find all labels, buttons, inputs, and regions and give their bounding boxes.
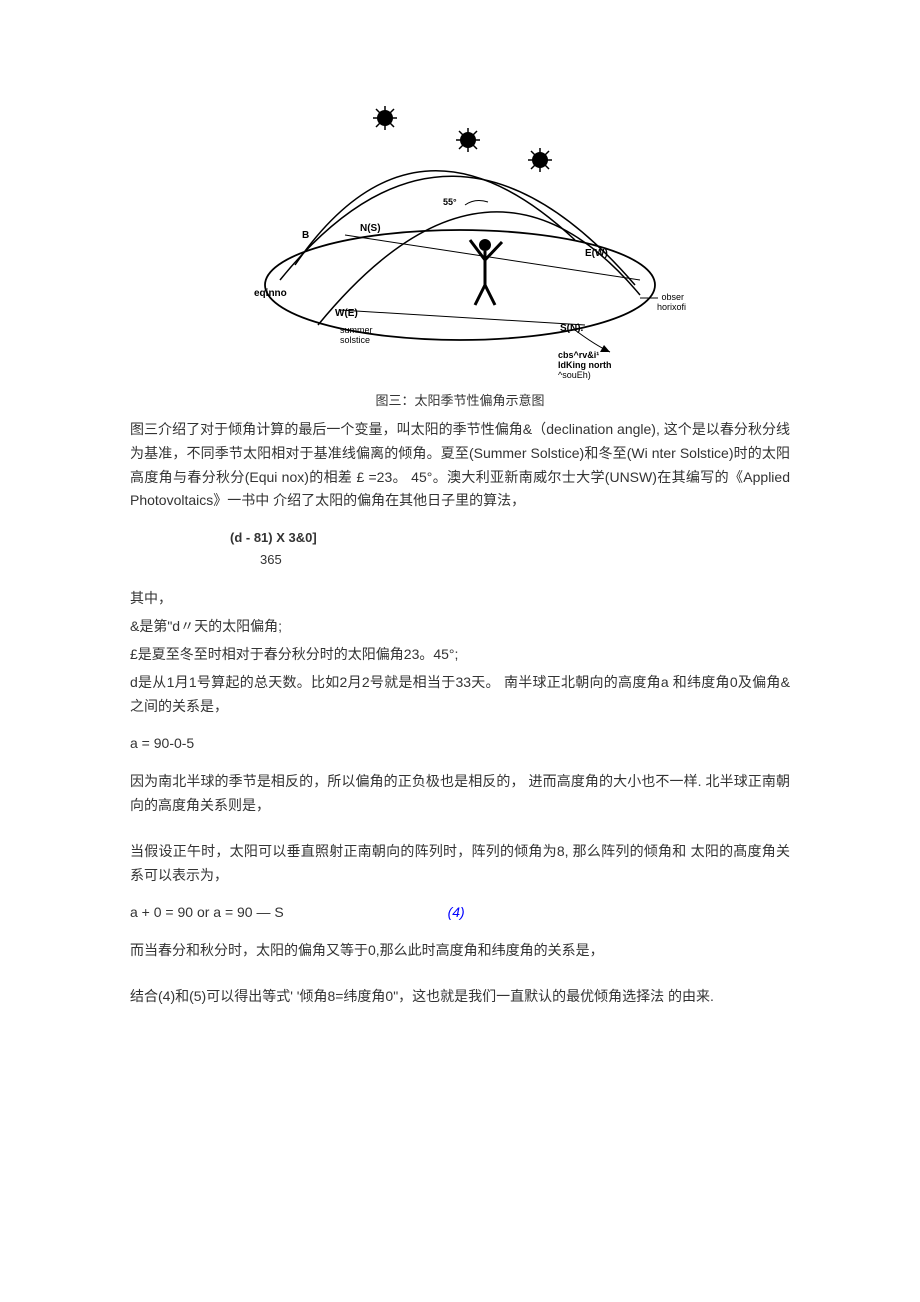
solar-declination-diagram: B N(S) E(W) W(E) S(N). 55° eqinno summer…: [240, 80, 680, 380]
label-ns: N(S): [360, 220, 381, 237]
equation-2-number: (4): [448, 901, 465, 925]
formula-declination: (d - 81) X 3&0] 365: [230, 527, 790, 571]
spacer: [130, 822, 790, 840]
label-sn: S(N).: [560, 320, 583, 337]
label-obs2: horixofi: [657, 300, 686, 315]
equation-2-text: a + 0 = 90 or a = 90 — S: [130, 904, 284, 920]
figure-caption: 图三：太阳季节性偏角示意图: [130, 390, 790, 412]
paragraph-7: 当假设正午时，太阳可以垂直照射正南朝向的阵列时，阵列的倾角为8, 那么阵列的倾角…: [130, 840, 790, 888]
label-summer2: solstice: [340, 333, 370, 348]
formula-num-text: (d - 81) X 3&0]: [230, 530, 317, 545]
label-south3: ^souEh): [558, 368, 591, 383]
label-angle: 55°: [443, 195, 457, 210]
label-equinox: eqinno: [254, 285, 287, 302]
formula-numerator: (d - 81) X 3&0]: [230, 527, 790, 549]
paragraph-6: 因为南北半球的季节是相反的，所以偏角的正负极也是相反的， 进而高度角的大小也不一…: [130, 770, 790, 818]
paragraph-3: &是第"d〃天的太阳偏角;: [130, 615, 790, 639]
label-we: W(E): [335, 305, 358, 322]
paragraph-5: d是从1月1号算起的总天数。比如2月2号就是相当于33天。 南半球正北朝向的高度…: [130, 671, 790, 719]
spacer-2: [130, 967, 790, 985]
paragraph-9: 结合(4)和(5)可以得出等式' '倾角8=纬度角0"，这也就是我们一直默认的最…: [130, 985, 790, 1009]
equation-2: a + 0 = 90 or a = 90 — S (4): [130, 901, 790, 925]
paragraph-1: 图三介绍了对于倾角计算的最后一个变量，叫太阳的季节性偏角&（declinatio…: [130, 418, 790, 513]
paragraph-2: 其中，: [130, 587, 790, 611]
label-ew: E(W): [585, 245, 608, 262]
svg-text:B: B: [302, 230, 309, 241]
diagram-svg: B: [240, 80, 680, 380]
formula-denominator: 365: [260, 549, 790, 571]
paragraph-8: 而当春分和秋分时，太阳的偏角又等于0,那么此时高度角和纬度角的关系是，: [130, 939, 790, 963]
diagram-container: B N(S) E(W) W(E) S(N). 55° eqinno summer…: [130, 80, 790, 380]
paragraph-4: £是夏至冬至时相对于春分秋分时的太阳偏角23。45°;: [130, 643, 790, 667]
equation-1: a = 90-0-5: [130, 732, 790, 756]
